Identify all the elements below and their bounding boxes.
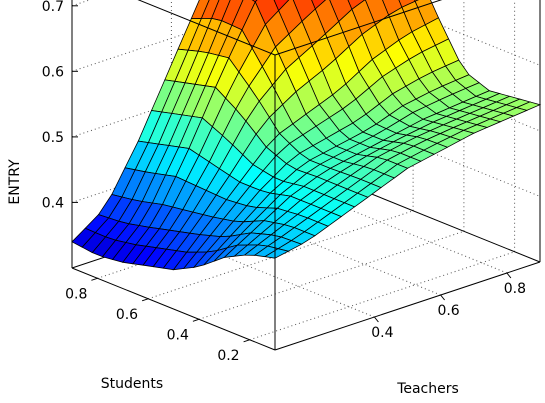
- y-axis-label: Students: [101, 376, 163, 392]
- y-tick-label: 0.8: [65, 286, 87, 302]
- box-edge-front-top-y: [137, 0, 276, 56]
- x-axis-label: Teachers: [396, 381, 459, 397]
- z-axis-label: ENTRY: [7, 159, 23, 205]
- z-tick-label: 0.4: [42, 195, 64, 211]
- y-grid-floor-0: [249, 251, 515, 341]
- y-grid-floor-1: [198, 230, 465, 320]
- box-edge-floor-front-y: [71, 267, 276, 351]
- surface: [71, 0, 542, 271]
- x-grid-floor-2: [303, 190, 508, 274]
- x-tick-mark: [440, 294, 445, 301]
- y-tick-label: 0.6: [116, 307, 138, 323]
- z-tick-label: 0.7: [42, 0, 64, 15]
- x-tick-label: 0.8: [504, 281, 526, 297]
- x-grid-floor-1: [237, 212, 441, 296]
- y-tick-mark: [91, 277, 98, 281]
- x-tick-label: 0.6: [437, 303, 459, 319]
- box-edge-front-top-x: [274, 0, 443, 56]
- surface-patch: [263, 248, 290, 259]
- y-grid-floor-2: [147, 210, 414, 300]
- axes-box-front: [71, 0, 541, 351]
- y-tick-label: 0.4: [167, 327, 189, 343]
- y-tick-mark: [141, 298, 149, 302]
- x-tick-label: 0.4: [371, 325, 393, 341]
- x-grid-floor-0: [171, 234, 375, 318]
- z-tick-label: 0.5: [42, 130, 64, 146]
- tick-labels: 0.4 0.5 0.6 0.7 0.2 0.4 0.6 0.8 0.4 0.6 0.8: [42, 0, 526, 364]
- x-tick-mark: [374, 316, 379, 323]
- x-tick-mark: [506, 272, 512, 279]
- y-tick-label: 0.2: [217, 348, 239, 364]
- z-tick-label: 0.6: [42, 64, 64, 80]
- box-edge-floor-front-x: [274, 261, 541, 351]
- y-tick-mark: [243, 339, 250, 343]
- y-tick-mark: [192, 318, 200, 322]
